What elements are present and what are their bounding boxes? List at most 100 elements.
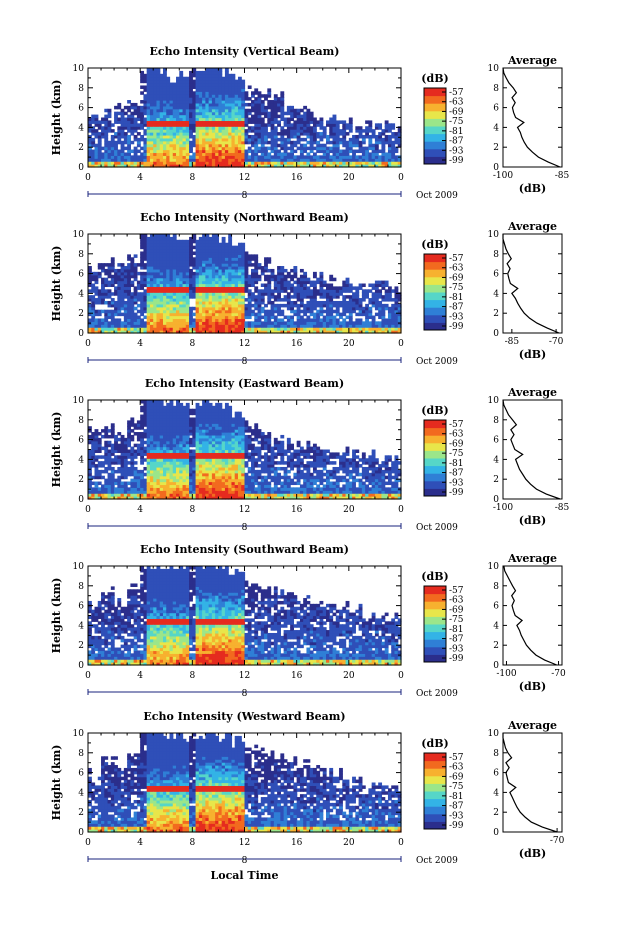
heatmap-cell xyxy=(153,239,158,244)
heatmap-cell xyxy=(130,487,135,491)
heatmap-cell xyxy=(215,268,220,273)
heatmap-cell xyxy=(352,306,356,311)
heatmap-cell xyxy=(130,423,135,427)
heatmap-cell xyxy=(309,312,314,317)
heatmap-cell xyxy=(140,100,145,104)
heatmap-cell xyxy=(257,100,262,104)
heatmap-cell xyxy=(215,152,220,156)
heatmap-cell xyxy=(189,91,193,95)
heatmap-cell xyxy=(322,126,327,130)
heatmap-cell xyxy=(162,76,167,81)
heatmap-cell xyxy=(352,303,356,308)
heatmap-cell xyxy=(260,134,265,139)
heatmap-cell xyxy=(169,300,174,305)
heatmap-cell xyxy=(172,152,177,156)
heatmap-cell xyxy=(146,318,151,322)
heatmap-cell xyxy=(117,312,122,317)
heatmap-cell xyxy=(156,472,161,477)
heatmap-cell xyxy=(146,137,151,142)
heatmap-cell xyxy=(309,327,314,331)
heatmap-cell xyxy=(273,111,278,116)
heatmap-cell xyxy=(257,161,262,165)
heatmap-cell xyxy=(205,143,210,148)
heatmap-cell xyxy=(273,295,278,299)
heatmap-cell xyxy=(192,280,197,285)
heatmap-cell xyxy=(149,455,154,459)
heatmap-cell xyxy=(221,143,226,148)
heatmap-cell xyxy=(228,123,233,127)
heatmap-cell xyxy=(140,414,145,419)
heatmap-cell xyxy=(117,327,122,331)
heatmap-cell xyxy=(176,251,180,255)
heatmap-cell xyxy=(104,158,109,162)
heatmap-cell xyxy=(355,318,360,322)
heatmap-cell xyxy=(283,274,288,279)
heatmap-cell xyxy=(348,146,353,151)
heatmap-cell xyxy=(189,140,193,145)
heatmap-cell xyxy=(153,432,158,436)
heatmap-cell xyxy=(234,158,239,162)
heatmap-cell xyxy=(189,117,193,122)
heatmap-cell xyxy=(120,114,125,119)
heatmap-cell xyxy=(339,292,343,296)
heatmap-cell xyxy=(153,487,158,491)
heatmap-cell xyxy=(185,321,190,325)
heatmap-cell xyxy=(296,164,301,168)
heatmap-cell xyxy=(107,443,112,448)
heatmap-cell xyxy=(211,97,216,101)
heatmap-cell xyxy=(127,143,131,148)
heatmap-cell xyxy=(237,108,242,113)
heatmap-cell xyxy=(202,271,206,276)
heatmap-cell xyxy=(107,283,112,288)
heatmap-cell xyxy=(293,120,298,124)
heatmap-cell xyxy=(322,158,327,162)
heatmap-cell xyxy=(218,70,223,75)
heatmap-cell xyxy=(133,330,138,334)
heatmap-cell xyxy=(156,236,161,241)
heatmap-cell xyxy=(114,105,118,110)
y-tick-label: 2 xyxy=(78,143,84,153)
heatmap-cell xyxy=(149,164,154,168)
heatmap-cell xyxy=(237,149,242,154)
heatmap-cell xyxy=(162,70,167,75)
heatmap-cell xyxy=(185,327,190,331)
heatmap-cell xyxy=(133,105,138,110)
heatmap-cell xyxy=(280,132,285,136)
heatmap-cell xyxy=(153,94,158,98)
heatmap-cell xyxy=(326,152,330,156)
heatmap-cell xyxy=(198,146,203,151)
heatmap-cell xyxy=(172,315,177,320)
heatmap-cell xyxy=(162,143,167,148)
heatmap-cell xyxy=(348,143,353,148)
heatmap-cell xyxy=(153,440,158,445)
heatmap-cell xyxy=(101,120,105,124)
heatmap-cell xyxy=(228,248,233,253)
heatmap-cell xyxy=(231,312,236,317)
heatmap-cell xyxy=(107,449,112,454)
heatmap-cell xyxy=(358,327,363,331)
heatmap-cell xyxy=(195,102,200,107)
heatmap-cell xyxy=(228,102,233,107)
heatmap-cell xyxy=(247,149,252,154)
heatmap-cell xyxy=(391,140,396,145)
heatmap-cell xyxy=(179,129,184,133)
heatmap-cell xyxy=(146,134,151,139)
heatmap-cell xyxy=(162,318,167,322)
heatmap-cell xyxy=(146,123,151,127)
heatmap-cell xyxy=(241,280,246,285)
heatmap-cell xyxy=(107,300,112,305)
heatmap-cell xyxy=(114,161,118,165)
heatmap-cell xyxy=(120,446,125,451)
heatmap-cell xyxy=(123,120,128,124)
heatmap-cell xyxy=(172,306,177,311)
heatmap-cell xyxy=(149,496,154,500)
heatmap-cell xyxy=(237,114,242,119)
heatmap-cell xyxy=(143,466,148,471)
heatmap-cell xyxy=(140,400,145,404)
heatmap-cell xyxy=(234,330,239,334)
heatmap-cell xyxy=(270,117,275,122)
heatmap-cell xyxy=(149,126,154,130)
heatmap-cell xyxy=(192,143,197,148)
heatmap-cell xyxy=(329,126,334,130)
heatmap-cell xyxy=(247,108,252,113)
